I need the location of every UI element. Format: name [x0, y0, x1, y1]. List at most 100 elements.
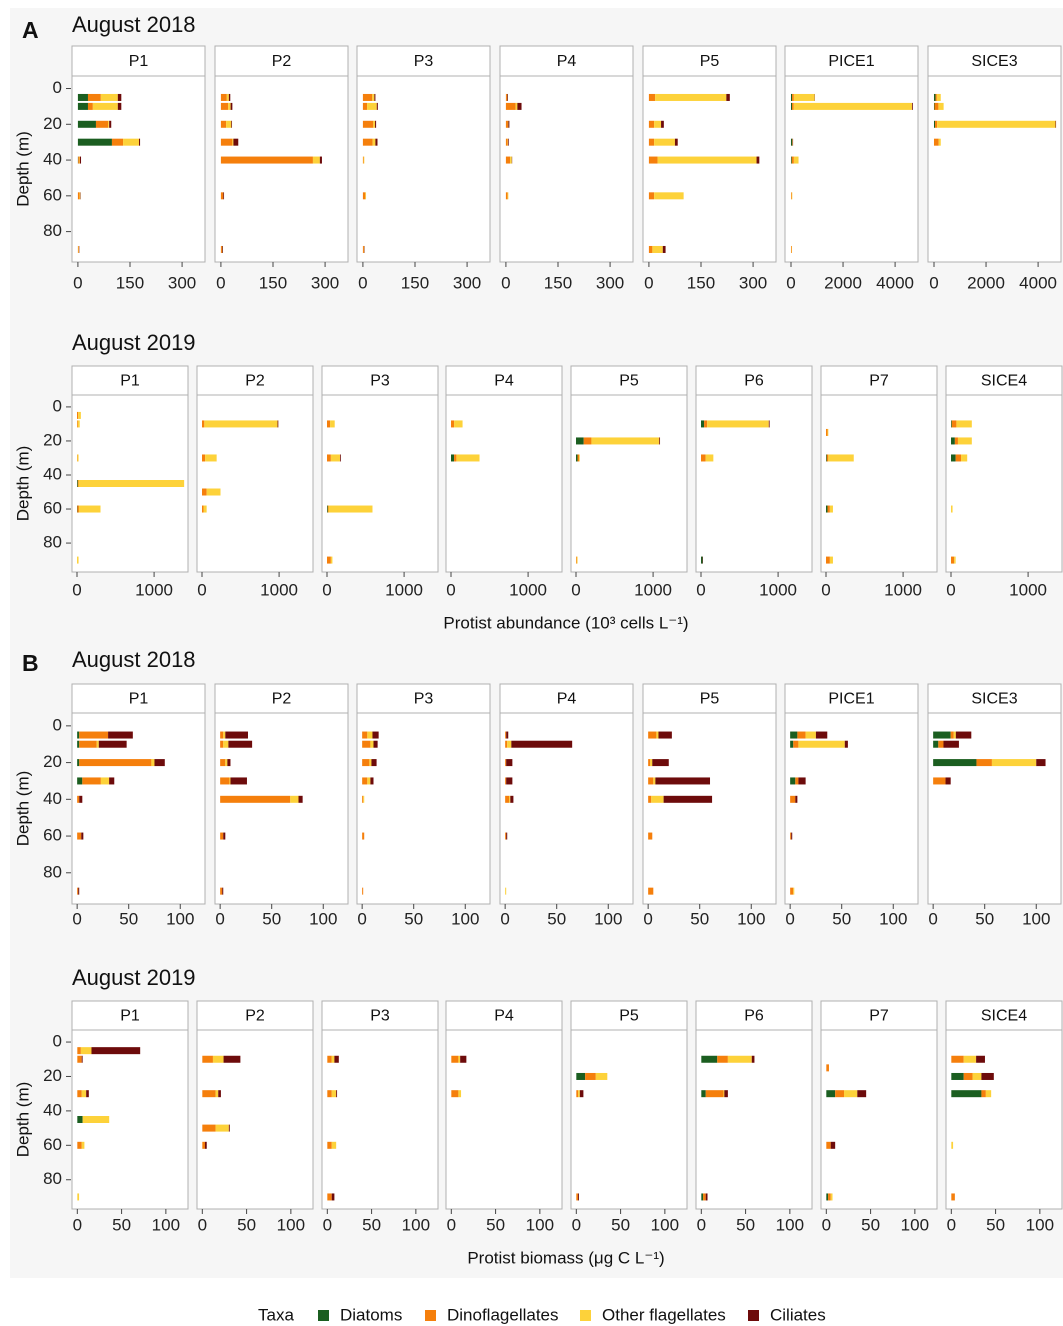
bar-segment — [77, 1193, 80, 1201]
bar-segment — [576, 454, 578, 462]
bar-segment — [751, 1055, 755, 1063]
bar-segment — [790, 102, 793, 110]
bar-segment — [77, 480, 78, 487]
bar-segment — [701, 1090, 706, 1098]
bar-segment — [654, 138, 675, 146]
row-title: August 2018 — [72, 12, 196, 37]
bar-segment — [793, 102, 913, 110]
bar-segment — [460, 1055, 467, 1063]
bar-segment — [362, 731, 368, 739]
facet-label: P6 — [744, 373, 764, 390]
x-tick-label: 1000 — [884, 580, 922, 599]
bar-segment — [828, 1193, 831, 1201]
bar-segment — [220, 245, 222, 253]
facet-strip — [499, 45, 634, 77]
legend-label: Dinoflagellates — [447, 1305, 559, 1324]
facet-strip — [570, 365, 688, 396]
facet-strip — [71, 365, 189, 396]
bar-segment — [662, 245, 666, 253]
y-tick-label: 40 — [43, 464, 62, 483]
bar-segment — [955, 731, 972, 739]
legend-swatch — [580, 1310, 591, 1321]
bar-segment — [223, 192, 225, 200]
bar-segment — [981, 1090, 986, 1098]
x-tick-label: 0 — [928, 909, 937, 928]
bar-segment — [362, 245, 364, 253]
bar-segment — [505, 777, 507, 785]
facet-strip — [820, 1000, 938, 1031]
bar-segment — [220, 777, 230, 785]
x-tick-label: 0 — [446, 580, 455, 599]
y-tick-label: 60 — [43, 499, 62, 518]
x-tick-label: 50 — [362, 1215, 381, 1234]
bar-segment — [363, 156, 365, 164]
x-tick-label: 0 — [786, 273, 795, 292]
bar-segment — [77, 505, 79, 513]
bar-segment — [77, 480, 79, 487]
x-tick-label: 50 — [690, 909, 709, 928]
panel-label: A — [22, 17, 39, 43]
facet-strip — [214, 683, 349, 714]
bar-segment — [232, 138, 234, 146]
bar-segment — [80, 1047, 92, 1055]
facet-panel — [356, 75, 491, 263]
x-tick-label: 0 — [821, 580, 830, 599]
bar-segment — [505, 192, 508, 200]
panel-label: B — [22, 650, 39, 676]
facet-strip — [820, 365, 938, 396]
legend-label: Ciliates — [770, 1305, 826, 1324]
bar-segment — [367, 777, 371, 785]
bar-segment — [77, 556, 79, 564]
bar-segment — [376, 102, 378, 110]
bar-segment — [950, 731, 954, 739]
x-tick-label: 0 — [72, 580, 81, 599]
bar-segment — [951, 420, 952, 428]
bar-segment — [844, 740, 848, 748]
bar-segment — [674, 138, 678, 146]
x-tick-label: 0 — [323, 1215, 332, 1234]
facet-strip — [445, 1000, 563, 1031]
facet-label: P2 — [245, 1008, 265, 1025]
bar-segment — [507, 740, 512, 748]
bar-segment — [792, 93, 794, 101]
x-tick-label: 4000 — [1019, 273, 1057, 292]
x-tick-label: 0 — [571, 580, 580, 599]
facet-label: P5 — [700, 691, 720, 708]
bar-segment — [797, 731, 806, 739]
facet-strip — [71, 1000, 189, 1031]
bar-segment — [362, 156, 364, 164]
bar-segment — [100, 777, 110, 785]
bar-segment — [510, 156, 512, 164]
bar-segment — [328, 505, 373, 513]
x-tick-label: 4000 — [876, 273, 914, 292]
bar-segment — [585, 1072, 596, 1080]
bar-segment — [579, 1090, 584, 1098]
facet-strip — [445, 365, 563, 396]
bar-segment — [215, 1090, 219, 1098]
bar-segment — [204, 1141, 207, 1149]
bar-segment — [703, 1193, 706, 1201]
bar-segment — [956, 420, 972, 428]
bar-segment — [79, 740, 97, 748]
bar-segment — [768, 420, 770, 428]
bar-segment — [220, 887, 223, 895]
bar-segment — [798, 740, 845, 748]
bar-segment — [951, 1072, 964, 1080]
x-tick-label: 150 — [401, 273, 429, 292]
facet-label: SICE4 — [981, 1008, 1027, 1025]
x-tick-label: 50 — [547, 909, 566, 928]
bar-segment — [331, 1090, 337, 1098]
x-tick-label: 0 — [358, 273, 367, 292]
bar-segment — [659, 437, 661, 445]
bar-segment — [202, 488, 207, 496]
bar-segment — [933, 740, 939, 748]
y-tick-label: 60 — [43, 1135, 62, 1154]
bar-segment — [707, 420, 769, 428]
x-tick-label: 100 — [651, 1215, 679, 1234]
facet-strip — [927, 45, 1062, 77]
x-tick-label: 0 — [501, 273, 510, 292]
facet-panel — [642, 712, 777, 905]
x-tick-label: 2000 — [824, 273, 862, 292]
bar-segment — [506, 832, 508, 840]
